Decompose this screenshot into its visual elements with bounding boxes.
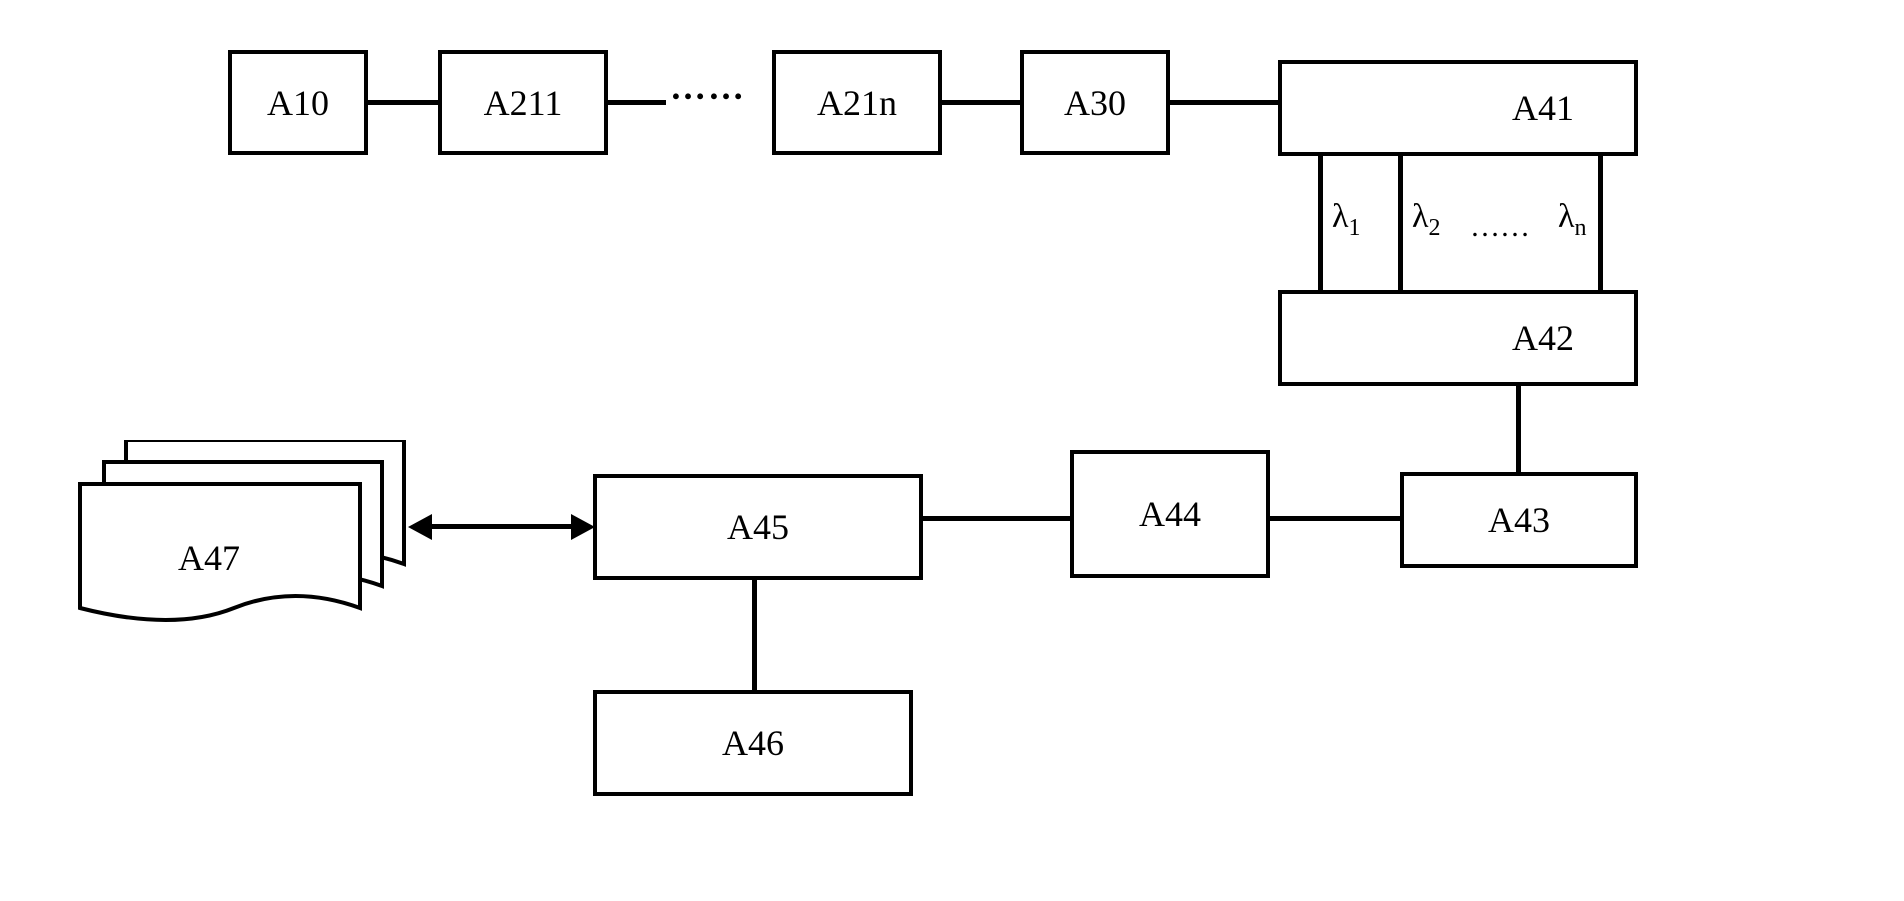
lambda-1-sub: 1	[1349, 215, 1361, 241]
lambda-n-label: λn	[1558, 198, 1587, 242]
node-a43: A43	[1400, 472, 1638, 568]
edge-a45-a46	[752, 580, 757, 690]
node-a30: A30	[1020, 50, 1170, 155]
edge-a41-a42-l2	[1398, 156, 1403, 290]
node-a47: A47	[78, 440, 418, 640]
node-a42-label: A42	[1512, 317, 1574, 359]
edge-a211-out	[608, 100, 666, 105]
edge-a43-a44	[1270, 516, 1400, 521]
top-ellipsis: ……	[670, 66, 746, 108]
edge-a10-a211	[368, 100, 438, 105]
lambda-n-sub: n	[1575, 215, 1587, 241]
node-a10: A10	[228, 50, 368, 155]
edge-a44-a45	[923, 516, 1070, 521]
block-diagram: A10 A211 …… A21n A30 A41 λ1 λ2 …… λn A42…	[0, 0, 1904, 901]
edge-a30-a41	[1170, 100, 1278, 105]
node-a21n-label: A21n	[817, 82, 897, 124]
edge-a45-a47-arrow-right	[571, 514, 595, 540]
node-a41-label: A41	[1512, 87, 1574, 129]
edge-a21n-a30	[942, 100, 1020, 105]
node-a41: A41	[1278, 60, 1638, 156]
lambda-dots: ……	[1470, 210, 1530, 244]
lambda-2-sub: 2	[1429, 215, 1441, 241]
node-a211-label: A211	[484, 82, 563, 124]
lambda-n-sym: λ	[1558, 198, 1575, 235]
edge-a41-a42-l1	[1318, 156, 1323, 290]
node-a21n: A21n	[772, 50, 942, 155]
stack-svg: A47	[78, 440, 418, 640]
node-a45-label: A45	[727, 506, 789, 548]
node-a45: A45	[593, 474, 923, 580]
node-a47-label-svg: A47	[178, 538, 240, 578]
node-a211: A211	[438, 50, 608, 155]
node-a44: A44	[1070, 450, 1270, 578]
node-a30-label: A30	[1064, 82, 1126, 124]
edge-a42-a43	[1516, 386, 1521, 472]
node-a10-label: A10	[267, 82, 329, 124]
edge-a45-a47-line	[430, 524, 573, 529]
node-a42: A42	[1278, 290, 1638, 386]
lambda-1-label: λ1	[1332, 198, 1361, 242]
lambda-2-sym: λ	[1412, 198, 1429, 235]
node-a46-label: A46	[722, 722, 784, 764]
lambda-2-label: λ2	[1412, 198, 1441, 242]
node-a44-label: A44	[1139, 493, 1201, 535]
node-a46: A46	[593, 690, 913, 796]
lambda-1-sym: λ	[1332, 198, 1349, 235]
node-a43-label: A43	[1488, 499, 1550, 541]
edge-a41-a42-ln	[1598, 156, 1603, 290]
